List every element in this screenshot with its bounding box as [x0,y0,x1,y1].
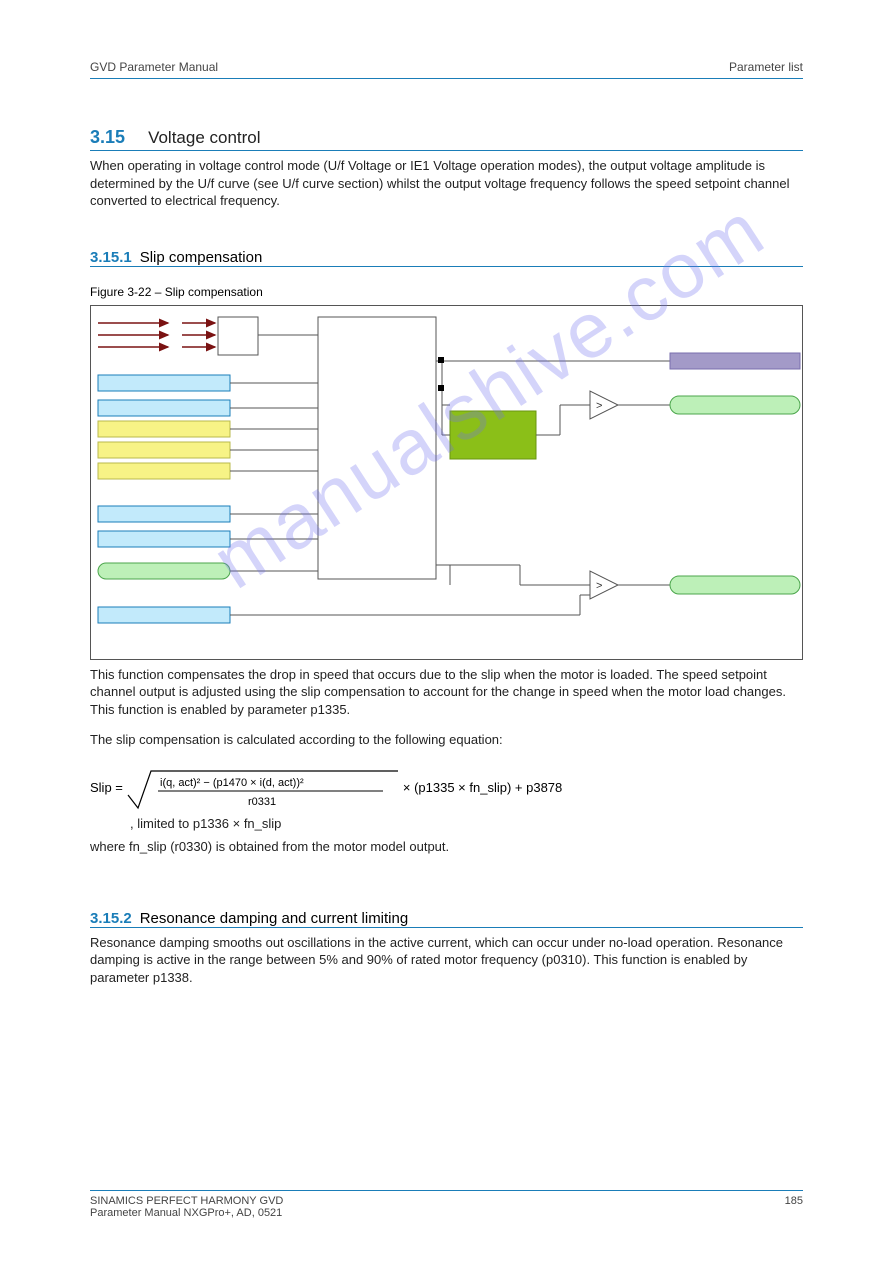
subsection-2-rule [90,927,803,928]
param-box [98,463,230,479]
subsection-2-heading: 3.15.2 Resonance damping and current lim… [90,884,803,927]
small-block [218,317,258,355]
equation-tail: × (p1335 × fn_slip) + p3878 [403,780,562,795]
equation-denominator: r0331 [248,796,276,808]
param-box [98,400,230,416]
param-box [98,563,230,579]
slip-equation: Slip = i(q, act)² − (p1470 × i(d, act))²… [90,763,803,813]
param-box [98,421,230,437]
slip-paragraph-1: This function compensates the drop in sp… [90,666,803,719]
section-title: Voltage control [148,128,260,147]
junction-dot-2 [438,385,444,391]
svg-text:>: > [596,580,602,592]
subsection-1-title: Slip compensation [140,249,263,266]
param-box [98,442,230,458]
subsection-2-number: 3.15.2 [90,910,132,927]
slip-paragraph-3: where fn_slip (r0330) is obtained from t… [90,838,803,856]
section-number: 3.15 Voltage control [90,127,803,148]
svg-text:>: > [596,400,602,412]
page-header: GVD Parameter Manual Parameter list [90,60,803,78]
main-block [318,317,436,579]
param-box [98,375,230,391]
footer-page: 185 [785,1195,803,1219]
resonance-paragraph: Resonance damping smooths out oscillatio… [90,934,803,987]
subsection-1-number: 3.15.1 [90,249,132,266]
intro-paragraph: When operating in voltage control mode (… [90,157,803,210]
subsection-1-heading: 3.15.1 Slip compensation [90,223,803,266]
param-box [98,607,230,623]
output-pill-1 [670,396,800,414]
figure-label: Figure 3-22 – Slip compensation [90,285,803,299]
section-number-text: 3.15 [90,127,125,147]
page-footer: SINAMICS PERFECT HARMONY GVD Parameter M… [90,1190,803,1219]
param-box [98,531,230,547]
equation-numerator: i(q, act)² − (p1470 × i(d, act))² [160,777,304,789]
output-bar [670,353,800,369]
header-left: GVD Parameter Manual [90,60,218,74]
subsection-2-title: Resonance damping and current limiting [140,910,408,927]
param-box [98,506,230,522]
olive-block [450,411,536,459]
footer-manual: Parameter Manual NXGPro+, AD, 0521 [90,1207,283,1219]
output-pill-2 [670,576,800,594]
equation-sqrt-icon: i(q, act)² − (p1470 × i(d, act))² r0331 [123,763,403,813]
header-rule [90,78,803,79]
footer-product: SINAMICS PERFECT HARMONY GVD [90,1195,283,1207]
equation-limit: , limited to p1336 × fn_slip [130,815,803,833]
header-right: Parameter list [729,60,803,74]
section-rule [90,150,803,151]
junction-dot-1 [438,357,444,363]
subsection-1-rule [90,266,803,267]
slip-compensation-diagram: > > [90,305,803,660]
equation-lead: Slip = [90,780,123,795]
slip-paragraph-2: The slip compensation is calculated acco… [90,731,803,749]
